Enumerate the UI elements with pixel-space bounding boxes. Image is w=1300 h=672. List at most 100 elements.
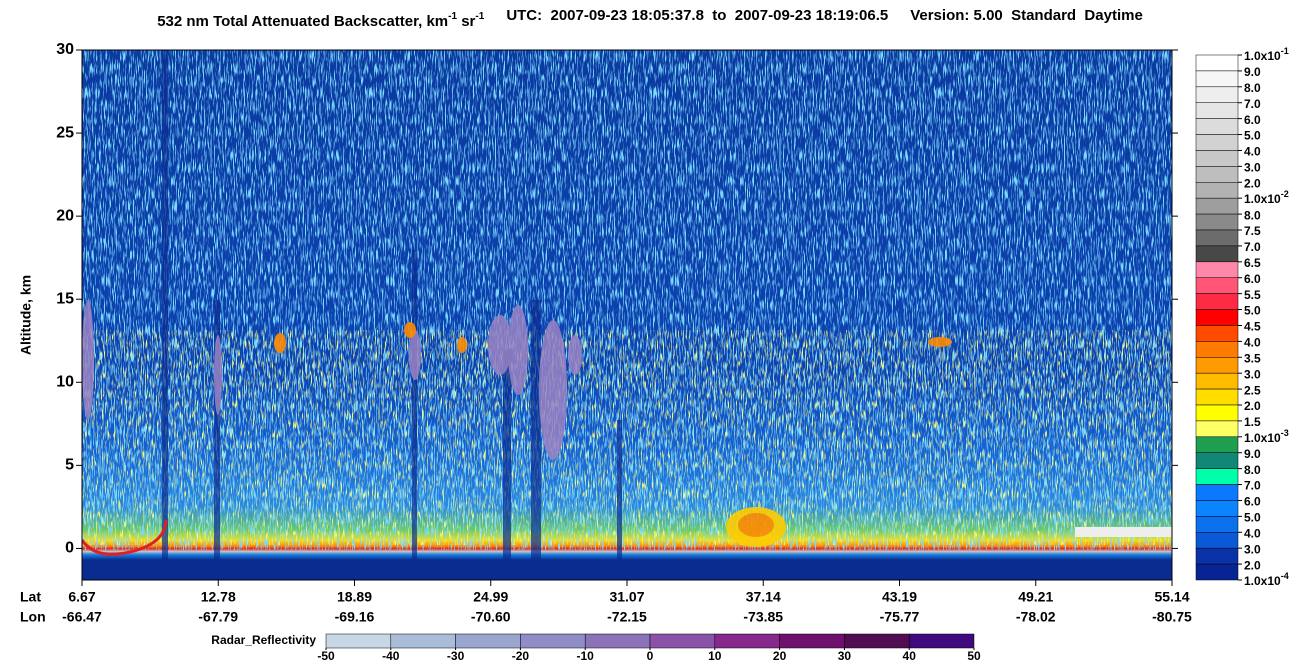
radar-band: [390, 633, 456, 649]
y-tick-label: 20: [56, 207, 74, 224]
radar-tick-label: -30: [447, 649, 465, 663]
colorbar-label: 4.5: [1244, 320, 1261, 334]
colorbar-label: 5.0: [1244, 304, 1261, 318]
lon-tick-label: -78.02: [1016, 609, 1056, 625]
backscatter-image: [82, 50, 1172, 580]
colorbar-band: [1195, 357, 1239, 374]
colorbar-label-base: 1.0x10: [1244, 574, 1281, 588]
colorbar-label-base: 1.0x10: [1244, 431, 1281, 445]
colorbar-band: [1195, 245, 1239, 263]
colorbar-label: 7.0: [1244, 479, 1261, 493]
colorbar-band: [1195, 372, 1239, 390]
lat-tick-label: 12.78: [201, 589, 236, 605]
colorbar-label: 1.0x10-3: [1244, 428, 1289, 445]
lat-tick-label: 37.14: [746, 589, 781, 605]
colorbar-label: 5.5: [1244, 288, 1261, 302]
y-tick-label: 15: [56, 290, 74, 307]
colorbar-band: [1195, 229, 1239, 247]
colorbar-band: [1195, 213, 1239, 231]
radar-tick-label: 20: [773, 649, 787, 663]
colorbar-band: [1195, 388, 1239, 406]
colorbar-label: 7.0: [1244, 240, 1261, 254]
lon-tick-label: -66.47: [62, 609, 102, 625]
colorbar-band: [1195, 404, 1239, 422]
colorbar-band: [1195, 86, 1239, 103]
colorbar-band: [1195, 516, 1239, 533]
colorbar-band: [1195, 420, 1239, 438]
radar-tick-label: 30: [838, 649, 852, 663]
lat-tick-label: 49.21: [1018, 589, 1053, 605]
radar-band: [584, 633, 651, 649]
colorbar-label: 2.0: [1244, 558, 1261, 572]
title-utc: UTC: 2007-09-23 18:05:37.8 to 2007-09-23…: [506, 7, 888, 24]
radar-label: Radar_Reflectivity: [211, 633, 316, 647]
colorbar-label: 7.5: [1244, 224, 1261, 238]
colorbar-band: [1195, 484, 1239, 501]
y-tick-label: 0: [65, 540, 74, 557]
radar-tick-label: 50: [967, 649, 981, 663]
y-axis-label: Altitude, km: [18, 275, 34, 355]
radar-tick-label: 10: [708, 649, 722, 663]
radar-band: [455, 633, 521, 649]
lon-tick-label: -75.77: [880, 609, 920, 625]
colorbar-band: [1195, 261, 1239, 278]
lat-tick-label: 24.99: [473, 589, 508, 605]
lon-tick-label: -72.15: [607, 609, 647, 625]
colorbar-label-exp: -3: [1281, 428, 1289, 438]
radar-band: [325, 633, 392, 649]
colorbar-label: 3.0: [1244, 161, 1261, 175]
colorbar-label: 2.5: [1244, 383, 1261, 397]
colorbar-label: 6.0: [1244, 272, 1261, 286]
radar-band: [779, 633, 845, 649]
colorbar-band: [1195, 341, 1239, 358]
lat-tick-label: 31.07: [609, 589, 644, 605]
colorbar-band: [1195, 54, 1239, 72]
lon-tick-label: -69.16: [335, 609, 375, 625]
lat-tick-label: 55.14: [1154, 589, 1189, 605]
colorbar-label: 9.0: [1244, 447, 1261, 461]
colorbar-label: 6.0: [1244, 495, 1261, 509]
colorbar-band: [1195, 547, 1239, 565]
colorbar-band: [1195, 134, 1239, 151]
colorbar-label: 5.0: [1244, 129, 1261, 143]
radar-tick-label: -20: [512, 649, 530, 663]
title-part: 532 nm Total Attenuated Backscatter, km: [157, 13, 448, 30]
radar-tick-label: 40: [903, 649, 917, 663]
colorbar-band: [1195, 325, 1239, 342]
colorbar-band: [1195, 293, 1239, 310]
lon-label: Lon: [20, 609, 46, 625]
colorbar-label: 8.0: [1244, 81, 1261, 95]
lon-tick-label: -80.75: [1152, 609, 1192, 625]
chart-title: 532 nm Total Attenuated Backscatter, km-…: [157, 7, 1143, 30]
lon-tick-label: -67.79: [198, 609, 238, 625]
colorbar-label-exp: -4: [1281, 571, 1289, 581]
colorbar-label: 7.0: [1244, 97, 1261, 111]
colorbar-label-base: 1.0x10: [1244, 49, 1281, 63]
lon-tick-label: -70.60: [471, 609, 511, 625]
radar-tick-label: 0: [647, 649, 654, 663]
colorbar-band: [1195, 118, 1239, 135]
colorbar-label: 2.0: [1244, 176, 1261, 190]
radar-tick-label: -50: [317, 649, 335, 663]
title-part: sr: [457, 13, 476, 30]
radar-tick-label: -40: [382, 649, 400, 663]
colorbar-label: 8.0: [1244, 208, 1261, 222]
colorbar-label: 6.5: [1244, 256, 1261, 270]
radar-tick-label: -10: [577, 649, 595, 663]
y-tick-label: 5: [65, 457, 74, 474]
lon-tick-label: -73.85: [743, 609, 783, 625]
colorbar-label: 4.0: [1244, 526, 1261, 540]
colorbar-label: 3.0: [1244, 542, 1261, 556]
colorbar-band: [1195, 197, 1239, 215]
radar-band: [908, 633, 975, 649]
colorbar-band: [1195, 532, 1239, 549]
radar-band: [520, 633, 586, 649]
radar-band: [649, 633, 716, 649]
colorbar-label: 3.0: [1244, 367, 1261, 381]
colorbar-band: [1195, 563, 1239, 581]
colorbar-label: 2.0: [1244, 399, 1261, 413]
colorbar-label: 9.0: [1244, 65, 1261, 79]
colorbar-label: 1.0x10-2: [1244, 190, 1289, 207]
colorbar-label: 3.5: [1244, 351, 1261, 365]
